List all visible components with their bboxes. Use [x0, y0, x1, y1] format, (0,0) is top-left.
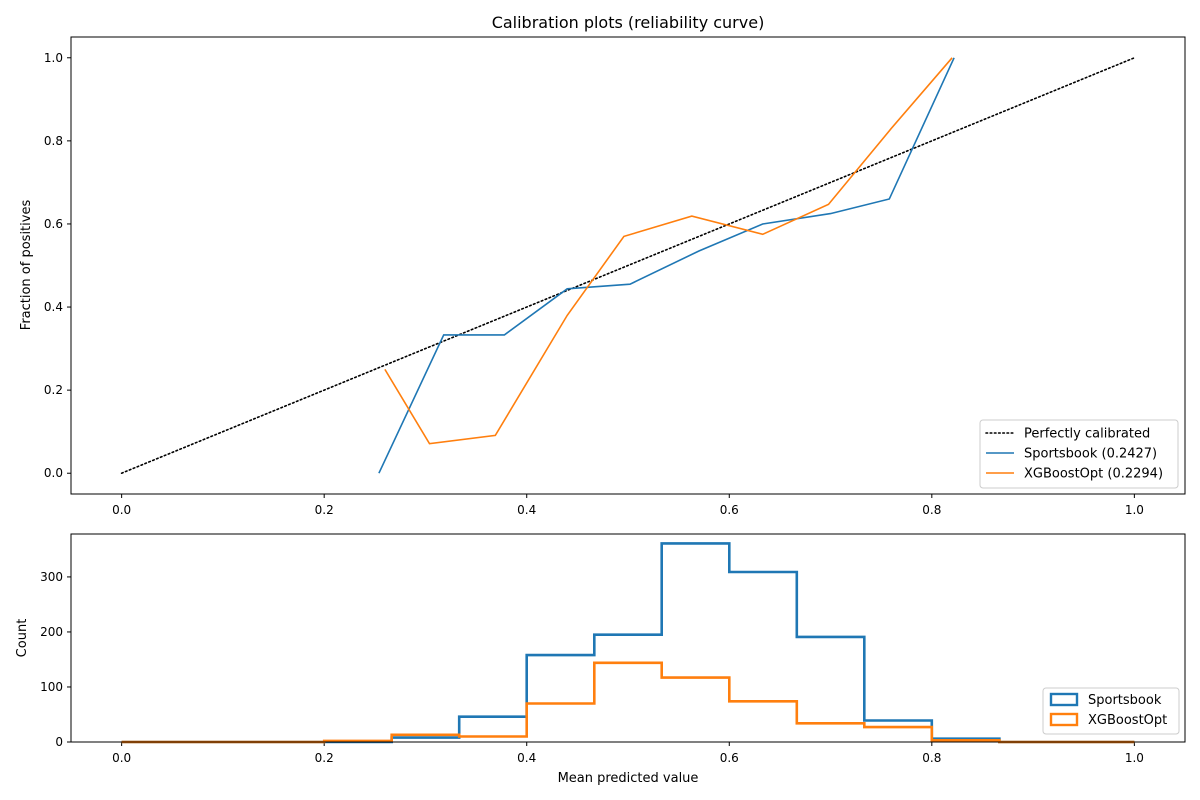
y-tick-label: 100: [40, 680, 63, 694]
y-tick-label: 0.2: [44, 383, 63, 397]
x-tick-label: 0.8: [922, 503, 941, 517]
y-tick-label: 300: [40, 570, 63, 584]
x-tick-label: 0.4: [517, 503, 536, 517]
y-tick-label: 0: [55, 735, 63, 749]
x-tick-label: 1.0: [1125, 503, 1144, 517]
reliability-plot-panel: Calibration plots (reliability curve) Fr…: [19, 13, 1186, 517]
legend-label: XGBoostOpt: [1088, 713, 1167, 728]
y-tick-label: 0.0: [44, 466, 63, 480]
x-tick-label: 0.2: [315, 751, 334, 765]
x-tick-label: 0.6: [720, 751, 739, 765]
legend-swatch: [1049, 692, 1079, 707]
chart-title: Calibration plots (reliability curve): [492, 13, 765, 32]
x-tick-label: 0.6: [720, 503, 739, 517]
y-axis-label: Fraction of positives: [19, 200, 34, 331]
series-line-2: [384, 57, 953, 445]
series-line-0: [120, 56, 1136, 475]
legend: Perfectly calibrated Sportsbook (0.2427) X…: [979, 419, 1179, 489]
y-tick-label: 0.4: [44, 300, 63, 314]
legend-label: Perfectly calibrated: [1024, 427, 1150, 442]
plot-area-frame: [70, 533, 1186, 743]
legend-swatch: [1049, 712, 1079, 727]
series-line-1: [378, 57, 955, 474]
y-axis-label: Count: [15, 619, 30, 658]
y-tick-label: 0.8: [44, 134, 63, 148]
y-tick-label: 0.6: [44, 217, 63, 231]
legend: Sportsbook XGBoostOpt: [1042, 687, 1180, 735]
x-tick-label: 1.0: [1125, 751, 1144, 765]
legend-label: Sportsbook (0.2427): [1024, 447, 1157, 462]
histogram-panel: Count Mean predicted value 0.0 0.2 0.4 0.6 0…: [15, 533, 1186, 786]
x-tick-label: 0.0: [112, 503, 131, 517]
plot-area-frame: [70, 36, 1186, 495]
legend-label: Sportsbook: [1088, 693, 1162, 708]
y-tick-label: 200: [40, 625, 63, 639]
x-tick-label: 0.2: [315, 503, 334, 517]
x-tick-label: 0.0: [112, 751, 131, 765]
y-tick-label: 1.0: [44, 51, 63, 65]
x-tick-label: 0.4: [517, 751, 536, 765]
x-axis-label: Mean predicted value: [558, 771, 699, 786]
histogram-step-1: [121, 661, 1135, 744]
x-tick-label: 0.8: [922, 751, 941, 765]
legend-box: [979, 419, 1179, 489]
legend-label: XGBoostOpt (0.2294): [1024, 467, 1163, 482]
